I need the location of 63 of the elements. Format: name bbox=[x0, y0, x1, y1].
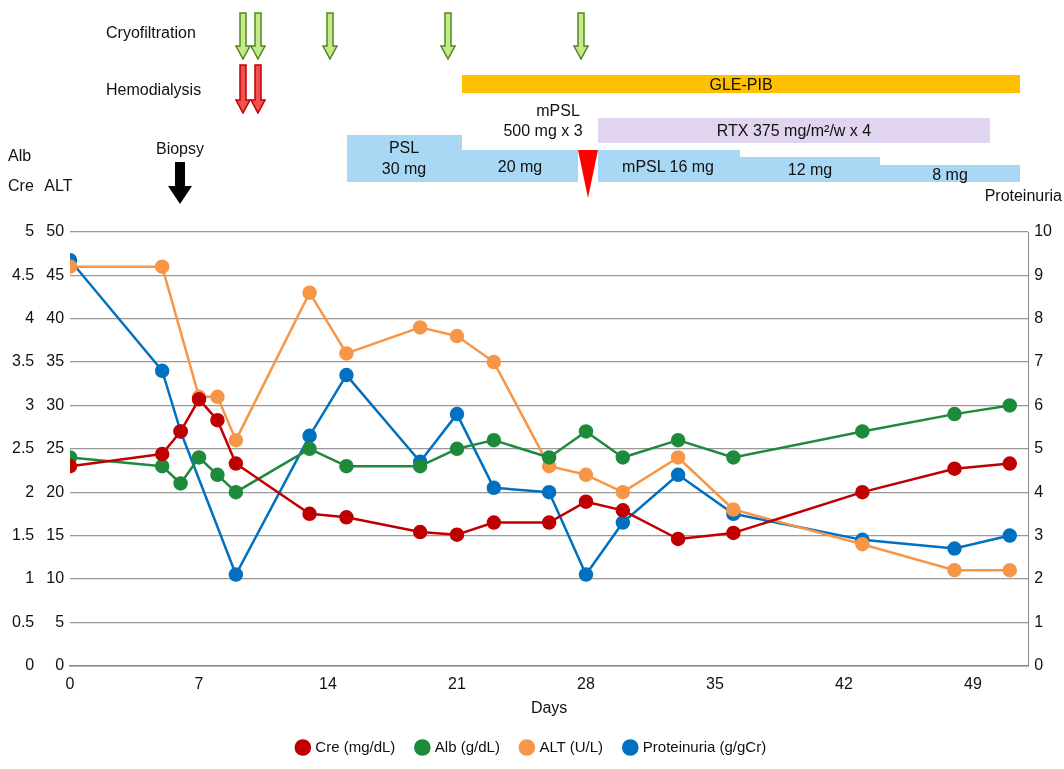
y3-tick-label: 4 bbox=[1034, 482, 1044, 500]
x-tick-label: 28 bbox=[577, 674, 595, 692]
y3-tick-label: 5 bbox=[1034, 439, 1044, 457]
text: RTX 375 mg/m²/w x 4 bbox=[716, 122, 872, 140]
legend-label: Cre (mg/dL) bbox=[315, 737, 396, 755]
y2-tick-label: 15 bbox=[46, 525, 65, 543]
text: PSL bbox=[388, 139, 420, 157]
y3-tick-label: 8 bbox=[1034, 309, 1044, 327]
y3-tick-label: 0 bbox=[1034, 656, 1044, 674]
text: 500 mg x 3 bbox=[503, 122, 583, 140]
y2-tick-label: 20 bbox=[46, 482, 65, 500]
text: Biopsy bbox=[155, 140, 205, 158]
legend-label: Alb (g/dL) bbox=[434, 737, 500, 755]
text: Hemodialysis bbox=[106, 81, 202, 99]
x-tick-label: 49 bbox=[964, 674, 982, 692]
x-tick-label: 14 bbox=[319, 674, 338, 692]
y-tick-label: 0.5 bbox=[11, 612, 35, 630]
y-tick-label: 2.5 bbox=[11, 439, 35, 457]
y3-tick-label: 1 bbox=[1034, 612, 1044, 630]
y2-tick-label: 30 bbox=[46, 395, 65, 413]
y-tick-label: 5 bbox=[25, 222, 35, 240]
x-tick-label: 0 bbox=[65, 674, 75, 692]
y2-tick-label: 5 bbox=[55, 612, 65, 630]
y-axis-title: Alb bbox=[8, 147, 32, 165]
y2-tick-label: 35 bbox=[46, 352, 65, 370]
y2-tick-label: 40 bbox=[46, 309, 65, 327]
x-tick-label: 21 bbox=[448, 674, 466, 692]
x-tick-label: 7 bbox=[194, 674, 204, 692]
text: 8 mg bbox=[932, 166, 968, 184]
text: 12 mg bbox=[787, 161, 833, 179]
y3-tick-label: 10 bbox=[1034, 222, 1053, 240]
y-tick-label: 0 bbox=[25, 656, 35, 674]
y-tick-label: 4 bbox=[25, 309, 35, 327]
y-tick-label: 1 bbox=[25, 569, 35, 587]
y-tick-label: 1.5 bbox=[11, 525, 35, 543]
text: Cryofiltration bbox=[106, 24, 196, 42]
y-tick-label: 2 bbox=[25, 482, 35, 500]
y3-tick-label: 7 bbox=[1034, 352, 1044, 370]
x-tick-label: 42 bbox=[835, 674, 853, 692]
y2-axis-title: ALT bbox=[44, 177, 73, 195]
y3-tick-label: 6 bbox=[1034, 395, 1044, 413]
text: GLE-PIB bbox=[709, 76, 773, 94]
legend-label: Proteinuria (g/gCr) bbox=[642, 737, 767, 755]
y3-axis-title: Proteinuria bbox=[984, 187, 1063, 205]
y-tick-label: 4.5 bbox=[11, 265, 35, 283]
y3-tick-label: 9 bbox=[1034, 265, 1044, 283]
text: 20 mg bbox=[497, 158, 543, 176]
y-tick-label: 3.5 bbox=[11, 352, 35, 370]
legend-label: ALT (U/L) bbox=[539, 737, 604, 755]
y3-tick-label: 2 bbox=[1034, 569, 1044, 587]
y2-tick-label: 50 bbox=[46, 222, 65, 240]
y2-tick-label: 0 bbox=[55, 656, 65, 674]
x-tick-label: 35 bbox=[706, 674, 724, 692]
y2-tick-label: 10 bbox=[46, 569, 65, 587]
y2-tick-label: 25 bbox=[46, 439, 65, 457]
text: mPSL 16 mg bbox=[622, 158, 714, 176]
text: mPSL bbox=[536, 102, 580, 120]
text: 30 mg bbox=[381, 160, 427, 178]
y3-tick-label: 3 bbox=[1034, 525, 1044, 543]
text: Cre bbox=[8, 177, 34, 195]
y-tick-label: 3 bbox=[25, 395, 35, 413]
y2-tick-label: 45 bbox=[46, 265, 65, 283]
x-axis-title: Days bbox=[530, 698, 568, 716]
